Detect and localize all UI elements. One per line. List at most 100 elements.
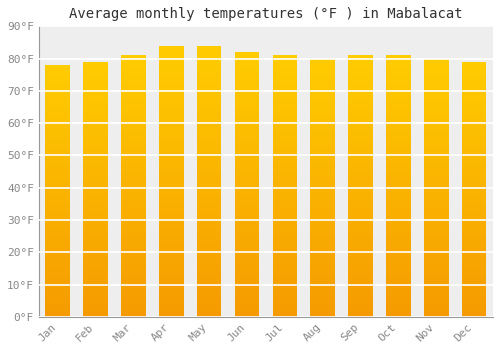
Bar <box>197 70 222 73</box>
Bar <box>121 131 146 134</box>
Bar <box>424 193 448 195</box>
Bar <box>462 100 486 103</box>
Bar <box>348 238 373 241</box>
Bar <box>197 195 222 197</box>
Bar <box>424 234 448 237</box>
Bar <box>348 139 373 142</box>
Bar <box>348 144 373 147</box>
Bar <box>424 79 448 82</box>
Bar <box>159 203 184 206</box>
Bar <box>462 62 486 64</box>
Bar <box>386 178 410 181</box>
Bar <box>386 217 410 220</box>
Bar <box>159 108 184 111</box>
Bar <box>121 71 146 74</box>
Bar <box>121 97 146 100</box>
Bar <box>462 245 486 248</box>
Bar <box>197 217 222 219</box>
Bar <box>46 68 70 70</box>
Bar <box>234 68 260 71</box>
Bar <box>386 194 410 197</box>
Bar <box>84 128 108 131</box>
Bar <box>121 257 146 259</box>
Bar <box>272 275 297 278</box>
Bar <box>197 225 222 227</box>
Bar <box>310 221 335 224</box>
Bar <box>84 279 108 281</box>
Bar <box>197 59 222 62</box>
Bar <box>197 157 222 160</box>
Bar <box>310 58 335 61</box>
Bar <box>84 228 108 230</box>
Bar <box>462 238 486 240</box>
Bar <box>84 144 108 146</box>
Bar <box>272 128 297 131</box>
Bar <box>234 269 260 272</box>
Bar <box>310 131 335 133</box>
Bar <box>348 189 373 191</box>
Bar <box>84 304 108 307</box>
Bar <box>121 262 146 265</box>
Bar <box>424 172 448 175</box>
Bar <box>310 268 335 270</box>
Bar <box>272 189 297 191</box>
Bar <box>310 116 335 118</box>
Bar <box>348 68 373 71</box>
Bar <box>84 92 108 95</box>
Bar <box>386 147 410 149</box>
Bar <box>159 227 184 230</box>
Bar <box>121 63 146 66</box>
Bar <box>272 301 297 304</box>
Bar <box>424 152 448 154</box>
Bar <box>121 162 146 165</box>
Bar <box>234 211 260 213</box>
Bar <box>234 277 260 280</box>
Bar <box>46 274 70 276</box>
Bar <box>462 80 486 82</box>
Bar <box>46 259 70 261</box>
Bar <box>46 231 70 234</box>
Bar <box>386 210 410 212</box>
Bar <box>197 54 222 56</box>
Bar <box>121 272 146 275</box>
Bar <box>197 141 222 143</box>
Bar <box>46 246 70 249</box>
Bar <box>424 208 448 211</box>
Bar <box>348 259 373 262</box>
Bar <box>424 232 448 234</box>
Bar <box>424 203 448 206</box>
Bar <box>386 55 410 58</box>
Bar <box>386 236 410 238</box>
Bar <box>462 261 486 263</box>
Bar <box>234 296 260 298</box>
Bar <box>159 262 184 265</box>
Bar <box>234 132 260 134</box>
Bar <box>424 294 448 296</box>
Bar <box>46 131 70 133</box>
Bar <box>159 86 184 89</box>
Bar <box>84 212 108 215</box>
Bar <box>462 256 486 258</box>
Bar <box>234 174 260 176</box>
Bar <box>462 314 486 317</box>
Bar <box>386 293 410 296</box>
Bar <box>348 183 373 186</box>
Bar <box>159 119 184 121</box>
Bar <box>462 85 486 87</box>
Bar <box>84 100 108 103</box>
Bar <box>348 128 373 131</box>
Bar <box>46 146 70 148</box>
Bar <box>234 190 260 193</box>
Bar <box>310 69 335 71</box>
Bar <box>462 253 486 255</box>
Bar <box>462 235 486 238</box>
Bar <box>121 181 146 183</box>
Bar <box>121 186 146 189</box>
Bar <box>386 176 410 178</box>
Bar <box>348 100 373 103</box>
Bar <box>121 126 146 128</box>
Bar <box>424 270 448 273</box>
Bar <box>121 293 146 296</box>
Bar <box>272 110 297 113</box>
Bar <box>84 199 108 202</box>
